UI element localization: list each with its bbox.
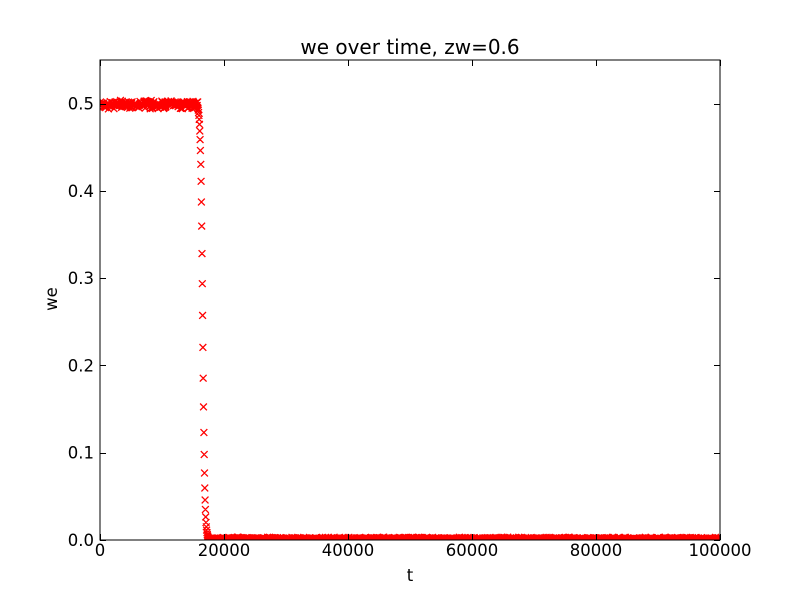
- y-tick-label: 0.1: [68, 444, 94, 463]
- x-tick-label: 100000: [689, 541, 752, 560]
- x-tick-label: 20000: [198, 541, 251, 560]
- x-tick-label: 40000: [322, 541, 375, 560]
- x-tick-label: 80000: [570, 541, 623, 560]
- chart-title: we over time, zw=0.6: [300, 35, 520, 59]
- x-axis-label: t: [406, 566, 414, 585]
- we-series-markers: [100, 96, 720, 540]
- x-tick-label: 60000: [446, 541, 499, 560]
- plot-border: [99, 59, 721, 541]
- x-tick-label: 0: [95, 541, 106, 560]
- y-tick-label: 0.2: [68, 356, 94, 375]
- y-tick-label: 0.0: [68, 531, 94, 550]
- y-tick-label: 0.5: [68, 95, 94, 114]
- y-tick-label: 0.4: [68, 182, 94, 201]
- y-tick-label: 0.3: [68, 269, 94, 288]
